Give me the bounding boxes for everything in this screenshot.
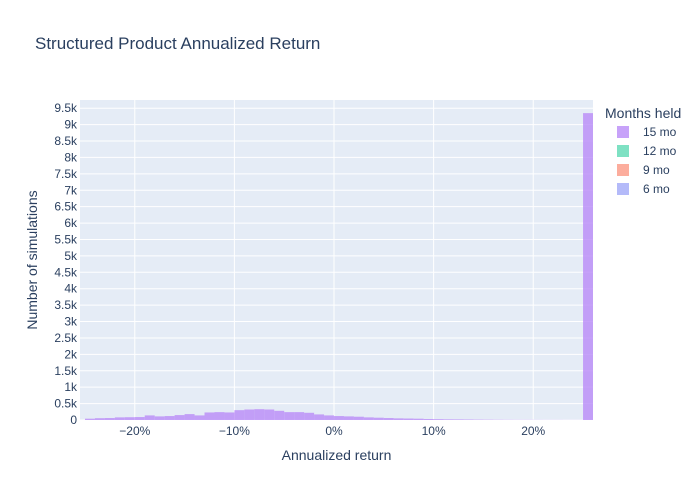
histogram-bar xyxy=(284,412,295,420)
histogram-bar xyxy=(164,416,175,420)
histogram-bar xyxy=(304,412,315,420)
y-tick-label: 2k xyxy=(64,347,78,361)
chart-title: Structured Product Annualized Return xyxy=(35,34,320,53)
histogram-bar xyxy=(423,419,434,420)
legend-swatch[interactable] xyxy=(617,126,629,138)
histogram-bar xyxy=(383,418,394,420)
y-tick-label: 3k xyxy=(64,315,78,329)
histogram-bar xyxy=(234,410,245,420)
y-tick-label: 4.5k xyxy=(54,265,78,279)
x-axis-title: Annualized return xyxy=(282,447,392,463)
histogram-bar xyxy=(224,412,235,420)
histogram-bar xyxy=(174,415,185,420)
legend-label: 9 mo xyxy=(643,163,670,177)
histogram-bar xyxy=(194,415,205,420)
legend-swatch[interactable] xyxy=(617,183,629,195)
histogram-bar xyxy=(413,418,424,420)
histogram-bar xyxy=(144,415,155,420)
y-tick-label: 0 xyxy=(70,413,77,427)
y-tick-label: 0.5k xyxy=(54,397,78,411)
legend-label: 6 mo xyxy=(643,182,670,196)
x-tick-label: −20% xyxy=(119,424,150,438)
y-axis-ticks: 0 0.5k 1k 1.5k 2k 2.5k 3k 3.5k 4k 4.5k 5k 5.5k 6k 6.5… xyxy=(54,101,78,427)
histogram-bar xyxy=(294,412,305,420)
y-tick-label: 5.5k xyxy=(54,232,78,246)
histogram-bar xyxy=(264,409,275,420)
x-tick-label: −10% xyxy=(219,424,250,438)
legend: Months held 15 mo 12 mo 9 mo 6 mo xyxy=(605,105,681,196)
x-tick-label: 0% xyxy=(325,424,343,438)
histogram-bar xyxy=(184,414,195,420)
histogram-bar xyxy=(314,414,325,420)
histogram-bar xyxy=(274,410,285,420)
x-axis-ticks: −20% −10% 0% 10% 20% xyxy=(119,424,545,438)
histogram-bar xyxy=(453,419,464,420)
histogram-bar xyxy=(84,418,95,420)
histogram-bar xyxy=(403,418,414,420)
y-tick-label: 6k xyxy=(64,216,78,230)
histogram-bar xyxy=(334,416,344,420)
y-tick-label: 4k xyxy=(64,282,78,296)
y-tick-label: 1k xyxy=(64,380,78,394)
y-tick-label: 5k xyxy=(64,249,78,263)
x-tick-label: 20% xyxy=(521,424,545,438)
histogram-bar xyxy=(114,417,125,420)
histogram-bar xyxy=(154,416,165,420)
histogram-bar xyxy=(343,416,354,420)
legend-swatch[interactable] xyxy=(617,164,629,176)
histogram-bar xyxy=(124,417,135,420)
histogram-bar xyxy=(433,419,444,420)
y-tick-label: 9k xyxy=(64,118,78,132)
histogram-bars xyxy=(84,113,593,420)
y-tick-label: 9.5k xyxy=(54,101,78,115)
histogram-bar xyxy=(363,417,374,420)
histogram-bar xyxy=(353,416,364,420)
plot-area xyxy=(80,100,593,420)
gridlines xyxy=(80,100,593,421)
histogram-bar xyxy=(373,417,384,420)
histogram-bar xyxy=(393,418,404,420)
y-tick-label: 3.5k xyxy=(54,298,78,312)
y-tick-label: 6.5k xyxy=(54,200,78,214)
legend-label: 15 mo xyxy=(643,125,677,139)
histogram-bar xyxy=(214,412,225,420)
y-axis-title: Number of simulations xyxy=(24,190,40,329)
x-tick-label: 10% xyxy=(422,424,446,438)
histogram-bar xyxy=(244,409,255,420)
legend-label: 12 mo xyxy=(643,144,677,158)
y-tick-label: 7k xyxy=(64,183,78,197)
histogram-bar xyxy=(324,415,335,420)
y-tick-label: 7.5k xyxy=(54,167,78,181)
y-tick-label: 2.5k xyxy=(54,331,78,345)
histogram-bar xyxy=(94,418,105,420)
histogram-bar xyxy=(254,409,265,420)
histogram-bar xyxy=(104,418,115,420)
y-tick-label: 8.5k xyxy=(54,134,78,148)
histogram-bar xyxy=(204,412,215,420)
histogram-bar xyxy=(583,113,593,420)
histogram-bar xyxy=(443,419,454,420)
legend-swatch[interactable] xyxy=(617,145,629,157)
y-tick-label: 1.5k xyxy=(54,364,78,378)
histogram-bar xyxy=(134,417,145,420)
legend-title: Months held xyxy=(605,105,681,121)
y-tick-label: 8k xyxy=(64,150,78,164)
